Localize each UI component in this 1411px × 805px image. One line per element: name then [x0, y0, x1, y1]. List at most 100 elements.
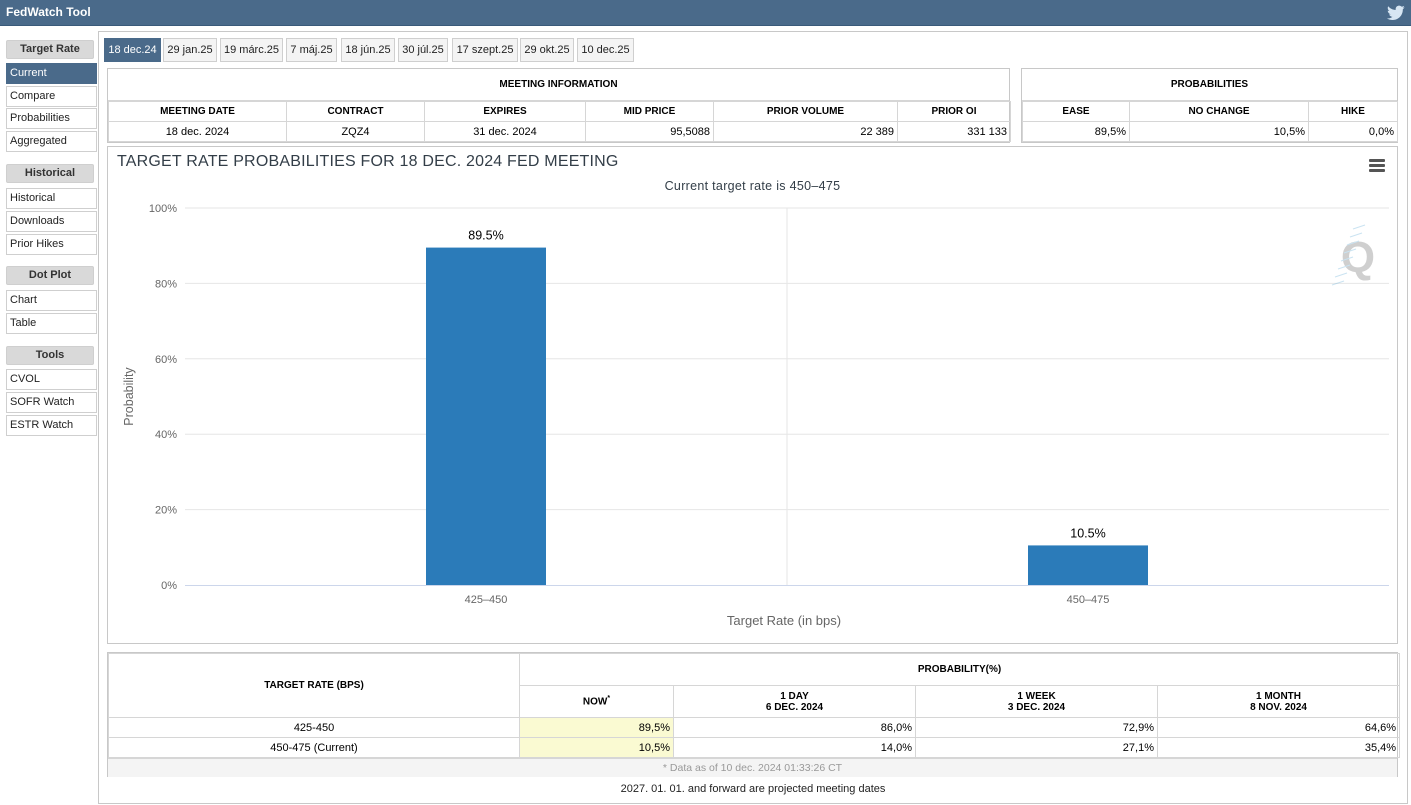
tab-meeting[interactable]: 30 júl.25	[398, 38, 448, 62]
chart-plot: 0% 20% 40% 60% 80% 100% 89.5% 425–450 10.5% 450–4…	[122, 203, 1389, 628]
one-day-header: 1 DAY 6 DEC. 2024	[673, 685, 916, 718]
app-title-bar: FedWatch Tool	[0, 0, 1411, 26]
one-day-cell: 14,0%	[673, 737, 916, 758]
tab-meeting[interactable]: 29 jan.25	[163, 38, 217, 62]
table-row: 425-450 89,5% 86,0% 72,9% 64,6%	[108, 717, 1401, 738]
watermark-stroke	[1337, 264, 1351, 270]
prior-oi: 331 133	[897, 121, 1011, 142]
meeting-info-table: MEETING DATE CONTRACT EXPIRES MID PRICE …	[108, 101, 1011, 142]
watermark-stroke	[1349, 232, 1363, 238]
watermark-logo: Q	[1331, 224, 1375, 286]
now-header: NOW*	[519, 685, 674, 718]
now-cell: 10,5%	[519, 737, 674, 758]
sidebar-item-aggregated[interactable]: Aggregated	[6, 131, 97, 152]
y-tick-label: 40%	[155, 429, 177, 441]
target-rate-cell: 425-450	[108, 717, 520, 738]
main-panel: 18 dec.24 29 jan.25 19 márc.25 7 máj.25 …	[98, 31, 1408, 804]
no-change-value: 10,5%	[1129, 121, 1309, 142]
sidebar-item-table[interactable]: Table	[6, 313, 97, 334]
data-label: 10.5%	[1070, 526, 1105, 540]
tab-meeting[interactable]: 18 jún.25	[341, 38, 395, 62]
sidebar-item-prior-hikes[interactable]: Prior Hikes	[6, 234, 97, 255]
bar	[1028, 545, 1148, 585]
contract: ZQZ4	[286, 121, 425, 142]
tab-meeting[interactable]: 19 márc.25	[220, 38, 283, 62]
chart-panel: TARGET RATE PROBABILITIES FOR 18 DEC. 20…	[107, 146, 1398, 644]
sidebar-item-chart[interactable]: Chart	[6, 290, 97, 311]
column-header: PRIOR VOLUME	[713, 101, 898, 122]
y-tick-label: 0%	[161, 580, 177, 592]
sidebar-group-tools: Tools	[6, 346, 94, 365]
column-header: EXPIRES	[424, 101, 586, 122]
sidebar-item-current[interactable]: Current	[6, 63, 97, 84]
probabilities-panel: PROBABILITIES EASE NO CHANGE HIKE 89,5% …	[1021, 68, 1398, 143]
watermark-stroke	[1352, 224, 1366, 230]
tab-meeting[interactable]: 18 dec.24	[104, 38, 161, 62]
column-header: CONTRACT	[286, 101, 425, 122]
sidebar-item-sofr-watch[interactable]: SOFR Watch	[6, 392, 97, 413]
app-title: FedWatch Tool	[6, 5, 91, 19]
chart-menu-icon[interactable]	[1369, 159, 1385, 173]
sidebar-item-cvol[interactable]: CVOL	[6, 369, 97, 390]
y-tick-label: 60%	[155, 354, 177, 366]
column-header: PRIOR OI	[897, 101, 1011, 122]
mid-price: 95,5088	[585, 121, 714, 142]
x-tick-label: 425–450	[465, 594, 508, 606]
sidebar-item-estr-watch[interactable]: ESTR Watch	[6, 415, 97, 436]
tab-meeting[interactable]: 7 máj.25	[286, 38, 337, 62]
tab-meeting[interactable]: 17 szept.25	[452, 38, 518, 62]
one-month-cell: 64,6%	[1156, 717, 1401, 738]
watermark-stroke	[1331, 280, 1345, 286]
sidebar-group-historical: Historical	[6, 164, 94, 183]
bar	[426, 247, 546, 585]
target-rate-cell: 450-475 (Current)	[108, 737, 520, 758]
now-cell: 89,5%	[519, 717, 674, 738]
data-timestamp-note: * Data as of 10 dec. 2024 01:33:26 CT	[108, 758, 1397, 777]
sidebar-group-dot-plot: Dot Plot	[6, 266, 94, 285]
sidebar-item-downloads[interactable]: Downloads	[6, 211, 97, 232]
column-header: EASE	[1022, 101, 1130, 122]
one-week-cell: 27,1%	[915, 737, 1158, 758]
probability-table: TARGET RATE (BPS) PROBABILITY(%) NOW* 1 …	[108, 653, 1401, 758]
probabilities-table: EASE NO CHANGE HIKE 89,5% 10,5% 0,0%	[1022, 101, 1398, 142]
hike-value: 0,0%	[1308, 121, 1398, 142]
sidebar-item-probabilities[interactable]: Probabilities	[6, 108, 97, 129]
sidebar: Target Rate Current Compare Probabilitie…	[0, 27, 98, 805]
column-header: MID PRICE	[585, 101, 714, 122]
one-day-cell: 86,0%	[673, 717, 916, 738]
column-header: NO CHANGE	[1129, 101, 1309, 122]
watermark-stroke	[1346, 240, 1360, 246]
x-axis-title: Target Rate (in bps)	[727, 613, 841, 628]
x-tick-label: 450–475	[1067, 594, 1110, 606]
probabilities-header: PROBABILITIES	[1022, 69, 1397, 101]
prior-volume: 22 389	[713, 121, 898, 142]
expires: 31 dec. 2024	[424, 121, 586, 142]
one-week-cell: 72,9%	[915, 717, 1158, 738]
target-rate-header: TARGET RATE (BPS)	[108, 653, 520, 718]
column-header: MEETING DATE	[108, 101, 287, 122]
probability-header: PROBABILITY(%)	[518, 653, 1401, 686]
tab-meeting[interactable]: 10 dec.25	[577, 38, 634, 62]
y-tick-label: 100%	[149, 203, 177, 215]
ease-value: 89,5%	[1022, 121, 1130, 142]
data-label: 89.5%	[468, 229, 503, 243]
table-row: 450-475 (Current) 10,5% 14,0% 27,1% 35,4…	[108, 737, 1401, 758]
one-week-header: 1 WEEK 3 DEC. 2024	[915, 685, 1158, 718]
one-month-cell: 35,4%	[1156, 737, 1401, 758]
column-header: HIKE	[1308, 101, 1398, 122]
sidebar-item-compare[interactable]: Compare	[6, 86, 97, 107]
sidebar-group-target-rate: Target Rate	[6, 40, 94, 59]
chart-title: TARGET RATE PROBABILITIES FOR 18 DEC. 20…	[117, 153, 619, 170]
chart-subtitle: Current target rate is 450–475	[664, 179, 841, 193]
y-axis-title: Probability	[122, 367, 136, 426]
sidebar-item-historical[interactable]: Historical	[6, 188, 97, 209]
y-tick-label: 80%	[155, 278, 177, 290]
one-month-header: 1 MONTH 8 NOV. 2024	[1156, 685, 1401, 718]
twitter-icon[interactable]	[1387, 5, 1405, 21]
watermark-stroke	[1334, 272, 1348, 278]
probability-table-panel: TARGET RATE (BPS) PROBABILITY(%) NOW* 1 …	[107, 652, 1401, 777]
footer-note: 2027. 01. 01. and forward are projected …	[620, 783, 886, 795]
meeting-info-header: MEETING INFORMATION	[108, 69, 1009, 101]
watermark-stroke	[1340, 256, 1354, 262]
tab-meeting[interactable]: 29 okt.25	[520, 38, 574, 62]
